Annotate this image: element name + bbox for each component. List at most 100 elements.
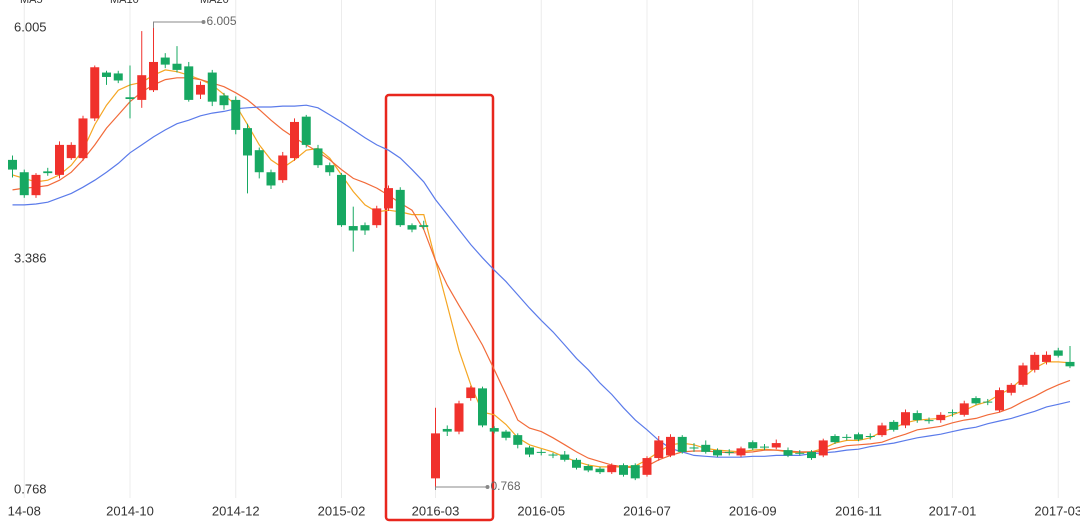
x-tick-label: 2016-05 [517,503,565,518]
candle-body [807,451,816,459]
candle-body [66,144,76,159]
candle-body [654,440,664,459]
candle-body [1006,384,1016,393]
candle-body [372,208,382,226]
candle-body [31,174,41,196]
candle-body [830,436,840,443]
candle-body [1030,354,1040,370]
candle-body [854,434,863,440]
y-tick-label: 0.768 [14,481,47,496]
x-tick-label: 2016-07 [623,503,671,518]
candle-body [995,390,1004,411]
candle-body [912,413,922,421]
candle-body [407,225,417,230]
candle-body [936,414,946,421]
candle-body [607,465,617,473]
candle-body [489,428,499,432]
x-tick-label: 2015-02 [318,503,366,518]
candle-body [243,128,252,156]
candle-body [360,225,370,231]
highlight-box [384,93,495,522]
candle-body [266,172,276,186]
candle-body [865,436,875,438]
candle-body [795,452,805,454]
candle-body [572,459,581,468]
candle-body [43,171,53,174]
candle-body [877,425,887,436]
candle-body [8,159,17,170]
candle-body [771,443,781,448]
candle-body [959,403,969,415]
candle-body [466,387,476,399]
ma-line [12,104,1071,458]
candle-body [724,451,734,453]
candle-body [1018,365,1028,385]
candle-body [818,440,828,456]
candle-body [160,57,170,65]
max-annotation-line [153,21,204,28]
candle-body [301,116,311,145]
candle-body [748,442,758,449]
x-tick-label: 2017-01 [929,503,977,518]
candle-body [630,465,640,479]
candle-body [583,466,593,471]
candle-body [207,72,217,102]
min-annotation-line [435,486,488,490]
candle-body [290,121,299,159]
x-tick-label: 2014-10 [106,503,154,518]
candle-body [1065,361,1075,367]
candle-body [90,67,100,119]
candle-body [513,435,523,445]
candle-body [501,431,511,438]
candle-body [172,63,182,70]
candle-body [525,447,534,455]
candle-body [149,61,158,91]
candle-body [431,433,440,479]
y-tick-label: 6.005 [14,19,47,34]
candle-body [889,421,899,430]
candle-body [454,403,464,432]
candle-body [19,172,29,196]
candle-body [395,189,405,226]
candle-body [666,436,675,456]
candle-body [1053,350,1063,356]
candle-body [254,150,264,173]
x-tick-label: 14-08 [8,503,41,518]
candle-body [924,420,934,422]
candle-body [548,454,558,456]
candle-body [125,97,135,100]
candle-body [478,388,487,426]
candle-body [348,226,358,231]
candle-body [325,165,335,173]
candle-body [196,84,205,95]
candle-body [689,447,699,449]
candle-body [701,444,711,452]
candle-body [384,188,393,209]
candle-body [102,72,111,77]
candle-body [619,465,628,475]
min-annotation-dot [485,485,490,489]
candle-body [184,66,194,100]
candle-body [536,451,546,453]
x-tick-label: 2016-11 [835,503,882,518]
x-tick-label: 2014-12 [212,503,260,518]
candle-body [219,95,229,106]
candle-body [948,412,957,414]
candle-body [642,458,652,475]
candle-body [113,73,123,81]
max-annotation-dot [201,20,206,24]
candle-body [55,144,64,175]
candle-body [677,436,687,452]
min-annotation: 0.768 [491,479,521,493]
x-tick-label: 2016-03 [412,503,460,518]
candle-body [78,118,88,159]
candle-body [971,398,981,404]
candle-body [442,428,452,432]
candle-body [901,412,910,426]
candle-body [783,450,793,456]
x-tick-label: 2017-03 [1034,503,1080,518]
candle-body [983,401,993,403]
candle-body [560,454,570,460]
candle-body [337,174,346,226]
